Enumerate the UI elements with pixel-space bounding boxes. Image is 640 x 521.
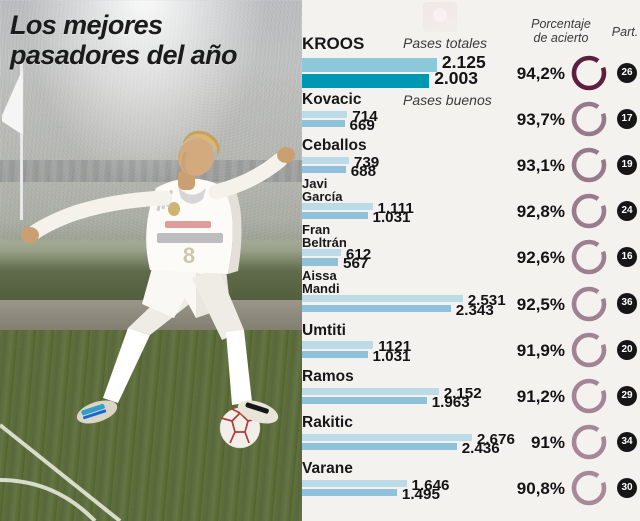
svg-text:8: 8 bbox=[183, 243, 195, 268]
